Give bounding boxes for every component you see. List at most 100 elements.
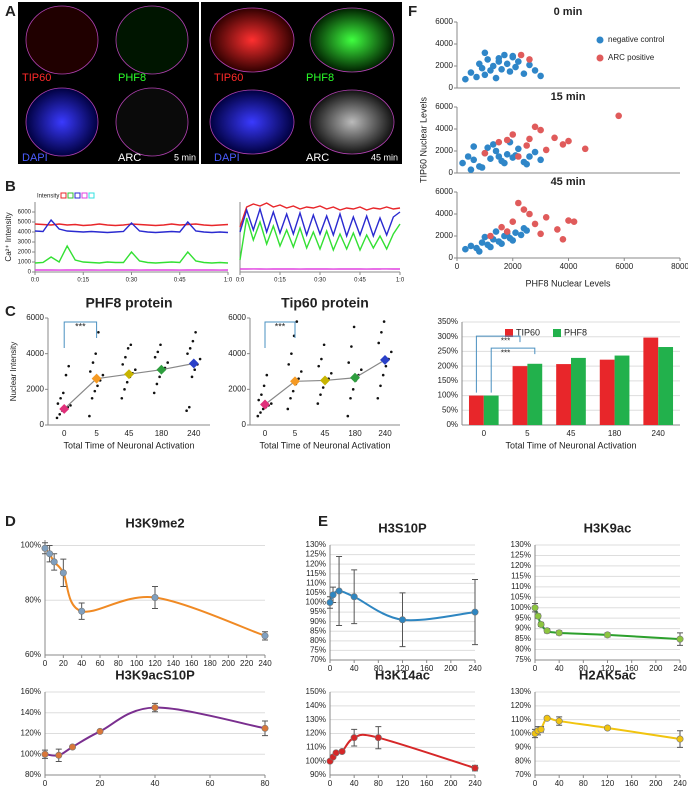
y-tick-label: 115% (306, 569, 326, 578)
x-tick-label: 0 (533, 664, 538, 673)
scatter-point (537, 126, 544, 134)
data-point (297, 377, 300, 380)
data-point (332, 749, 340, 757)
scatter-point (487, 155, 494, 162)
x-tick-label: 80 (114, 659, 123, 668)
data-point (152, 391, 156, 395)
data-point (350, 734, 358, 742)
scatter-point (495, 55, 503, 62)
x-tick-label: 40 (151, 779, 160, 788)
scatter-point (531, 67, 539, 74)
y-tick-label: 75% (310, 646, 326, 655)
y-tick-label: 100% (438, 391, 458, 400)
y-tick-label: 120% (511, 701, 531, 710)
scatter-point (523, 142, 530, 149)
y-tick-label: 70% (310, 655, 326, 664)
x-tick-label: 5 (94, 429, 99, 438)
y-tick-label: 0 (40, 420, 45, 429)
y-tick-label: 6000 (26, 313, 44, 322)
legend-swatch (60, 192, 67, 199)
y-tick-label: 110% (511, 715, 531, 724)
y-tick-label: 200% (438, 361, 458, 370)
y-tick-label: 2000 (435, 146, 453, 155)
bar (512, 366, 528, 425)
x-tick-label: 20 (59, 659, 68, 668)
y-tick-label: 50% (442, 405, 458, 414)
significance-label: *** (275, 321, 286, 331)
panel-label: B (5, 178, 16, 195)
y-tick-label: 4000 (18, 230, 32, 236)
data-point (555, 717, 563, 725)
series-line (34, 218, 229, 234)
x-tick-label: 80 (579, 779, 588, 788)
x-tick-label: 40 (555, 664, 564, 673)
x-tick-label: 0 (482, 429, 487, 438)
scatter-point (512, 63, 519, 71)
scatter-point (498, 240, 505, 247)
x-tick-label: 0:45 (354, 278, 366, 284)
significance-bracket (264, 321, 296, 348)
x-tick-label: 40 (555, 779, 564, 788)
nucleus (209, 7, 295, 73)
mean-marker (290, 376, 300, 387)
x-tick-label: 80 (579, 664, 588, 673)
scatter-point (520, 70, 528, 77)
data-point (158, 375, 161, 379)
legend-marker (596, 54, 604, 62)
y-tick-label: 100% (21, 749, 41, 758)
legend-swatch (88, 192, 95, 199)
scatter-point (565, 217, 572, 224)
scatter-point (526, 61, 533, 69)
scatter-point (526, 135, 533, 143)
data-point (134, 368, 137, 372)
x-tick-label: 0 (43, 779, 48, 788)
data-point (350, 345, 353, 348)
y-tick-label: 6000 (228, 313, 246, 322)
scatter-point (509, 237, 517, 244)
x-tick-label: 60 (96, 659, 105, 668)
x-tick-label: 40 (77, 659, 86, 668)
series-line (239, 202, 401, 228)
scatter-point (551, 134, 558, 142)
y-tick-label: 85% (515, 634, 531, 643)
y-tick-label: 125% (511, 551, 531, 560)
data-point (261, 632, 269, 640)
legend-label: Intensity (37, 194, 59, 200)
bar (614, 355, 630, 425)
x-tick-label: 160 (625, 664, 639, 673)
x-tick-label: 220 (240, 659, 254, 668)
significance-bracket (475, 335, 521, 393)
y-tick-label: 90% (515, 742, 531, 751)
data-point (471, 608, 479, 616)
scatter-point (515, 153, 522, 160)
series-line (34, 244, 229, 264)
scatter-point (501, 159, 508, 167)
y-axis-label: Ca²⁺ Intensity (4, 212, 13, 261)
y-tick-label: 3000 (18, 240, 32, 246)
x-tick-label: 240 (673, 664, 687, 673)
scatter-point (470, 156, 478, 164)
y-tick-label: 100% (511, 603, 531, 612)
x-tick-label: 180 (203, 659, 217, 668)
x-tick-label: 240 (468, 779, 482, 788)
legend-marker (596, 36, 604, 44)
y-tick-label: 110% (511, 582, 531, 591)
x-tick-label: 180 (608, 429, 622, 438)
x-axis-label: Total Time of Neuronal Activation (505, 440, 636, 450)
scatter-point (462, 245, 469, 253)
x-tick-label: 200 (649, 664, 663, 673)
data-point (265, 373, 269, 377)
data-point (193, 368, 196, 372)
data-point (88, 414, 91, 418)
x-tick-label: 180 (155, 429, 169, 438)
data-point (381, 373, 385, 377)
x-tick-label: 200 (222, 659, 236, 668)
x-tick-label: 100 (130, 659, 144, 668)
x-tick-label: 6000 (615, 262, 633, 271)
scatter-point (503, 136, 511, 144)
y-tick-label: 0% (446, 420, 458, 429)
data-point (347, 361, 351, 364)
y-tick-label: 250% (438, 347, 458, 356)
data-point (376, 396, 380, 400)
